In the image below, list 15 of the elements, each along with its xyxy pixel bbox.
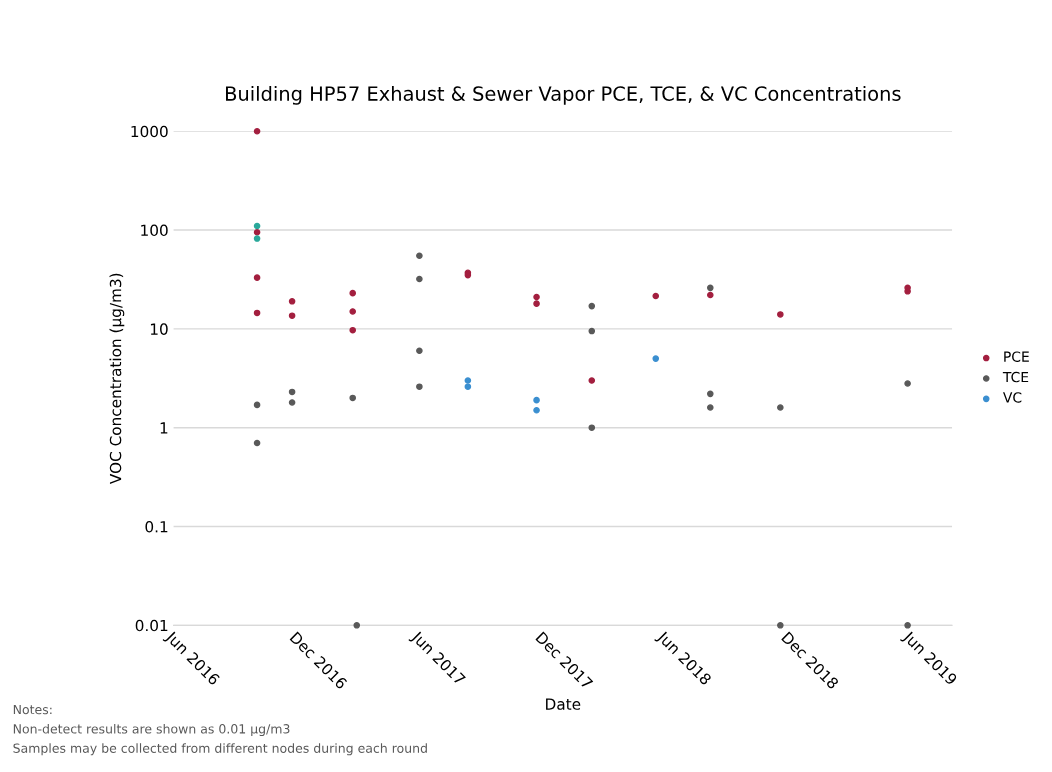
text: Notes: — [13, 704, 52, 715]
y-tick-label: 0.1 — [145, 520, 168, 533]
legend-label: VC — [1003, 392, 1022, 403]
text: Non-detect results are shown as 0.01 µg/m3 — [13, 723, 290, 736]
y-tick-label: 0.01 — [135, 619, 168, 632]
chart-title: Building HP57 Exhaust & Sewer Vapor PCE, TCE, & VC Concentrations — [226, 85, 901, 105]
text: Samples may be collected from different nodes during each round — [13, 743, 427, 756]
x-axis-title: Date — [546, 698, 581, 710]
legend-label: TCE — [1002, 371, 1029, 383]
y-tick-label: 100 — [141, 224, 168, 237]
y-tick-label: 10 — [150, 323, 168, 335]
legend-label: PCE — [1004, 351, 1029, 362]
y-axis-title: VOC Concentration (µg/m3) — [109, 273, 125, 485]
y-tick-label: 1 — [160, 422, 168, 434]
y-tick-label: 1000 — [131, 125, 168, 138]
